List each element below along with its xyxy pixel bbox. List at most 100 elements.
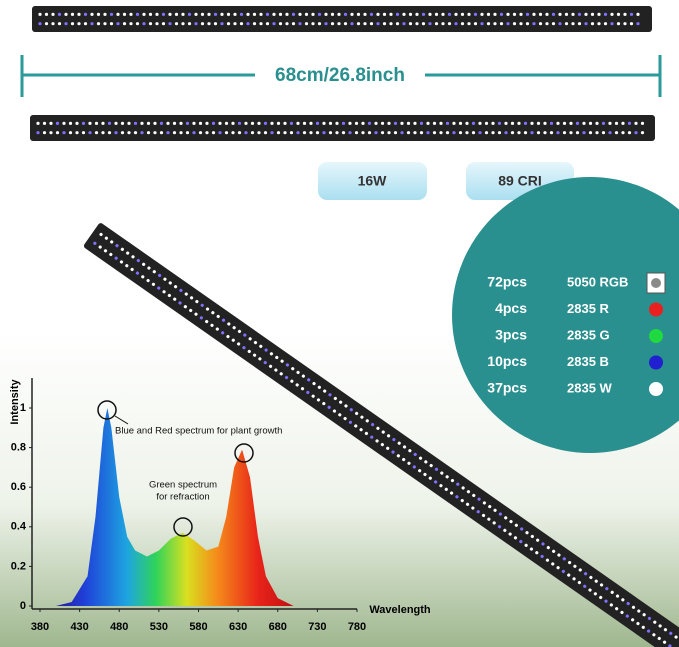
led	[290, 379, 294, 383]
led	[498, 512, 502, 516]
led	[376, 12, 380, 16]
led	[44, 22, 49, 26]
led	[487, 517, 491, 521]
led	[269, 352, 274, 356]
led	[77, 12, 81, 16]
led	[382, 22, 387, 26]
led	[239, 22, 244, 26]
led	[636, 22, 640, 26]
led	[472, 493, 476, 498]
led	[328, 121, 333, 125]
led	[115, 244, 119, 248]
led	[181, 22, 185, 26]
led	[354, 424, 358, 428]
led	[291, 22, 296, 26]
led	[640, 121, 645, 125]
led	[116, 12, 120, 16]
led	[562, 131, 567, 135]
led	[194, 12, 198, 16]
led	[142, 262, 146, 266]
led	[621, 131, 625, 135]
led	[603, 12, 608, 16]
led	[418, 469, 422, 473]
led	[179, 288, 183, 292]
led	[532, 22, 536, 26]
led	[361, 131, 365, 135]
led	[402, 12, 406, 16]
led	[157, 286, 161, 290]
led	[183, 305, 187, 309]
led	[300, 387, 305, 391]
led	[588, 588, 592, 592]
led	[205, 121, 209, 125]
led	[185, 121, 190, 125]
led	[597, 22, 601, 26]
led	[285, 12, 289, 16]
led	[205, 307, 210, 311]
led	[151, 282, 156, 286]
led	[510, 131, 515, 135]
led	[473, 22, 478, 26]
led	[512, 22, 517, 26]
led	[513, 536, 518, 540]
led	[77, 22, 81, 26]
led	[311, 394, 315, 398]
led	[257, 121, 261, 125]
led	[458, 131, 463, 135]
led	[64, 12, 68, 16]
led	[317, 22, 322, 26]
led	[185, 131, 190, 135]
led	[412, 465, 416, 469]
led	[604, 599, 608, 603]
led	[491, 131, 495, 135]
led	[376, 22, 380, 26]
led	[141, 275, 145, 279]
led	[402, 22, 406, 26]
led	[541, 542, 545, 546]
led	[583, 584, 587, 588]
led	[312, 381, 316, 386]
led	[589, 575, 593, 580]
led	[259, 344, 263, 348]
led	[471, 506, 475, 510]
led	[434, 480, 438, 484]
led	[629, 22, 634, 26]
led	[568, 560, 572, 565]
led	[480, 22, 484, 26]
led	[419, 121, 424, 125]
led	[663, 628, 668, 632]
led	[343, 22, 348, 26]
led	[530, 121, 534, 125]
led-bar	[30, 115, 655, 141]
led	[386, 446, 390, 450]
led	[233, 22, 237, 26]
led	[64, 22, 68, 26]
led	[481, 513, 486, 518]
led	[445, 475, 449, 479]
led	[239, 12, 244, 16]
led	[594, 579, 598, 583]
led	[327, 405, 331, 409]
led	[556, 566, 560, 570]
led	[458, 121, 463, 125]
led	[637, 609, 641, 613]
led	[590, 22, 595, 26]
led	[153, 131, 157, 135]
led	[243, 333, 247, 337]
led	[88, 121, 92, 125]
led	[189, 308, 193, 313]
led	[285, 22, 289, 26]
led-count: 10pcs	[487, 353, 527, 369]
led	[114, 256, 118, 260]
led	[601, 131, 606, 135]
led	[220, 12, 224, 16]
led	[658, 624, 662, 628]
led	[406, 121, 411, 125]
led	[194, 312, 198, 316]
led	[38, 22, 42, 26]
y-tick-label: 1	[20, 402, 26, 414]
led	[439, 484, 443, 488]
annotation-ring	[234, 443, 254, 463]
led	[302, 121, 307, 125]
